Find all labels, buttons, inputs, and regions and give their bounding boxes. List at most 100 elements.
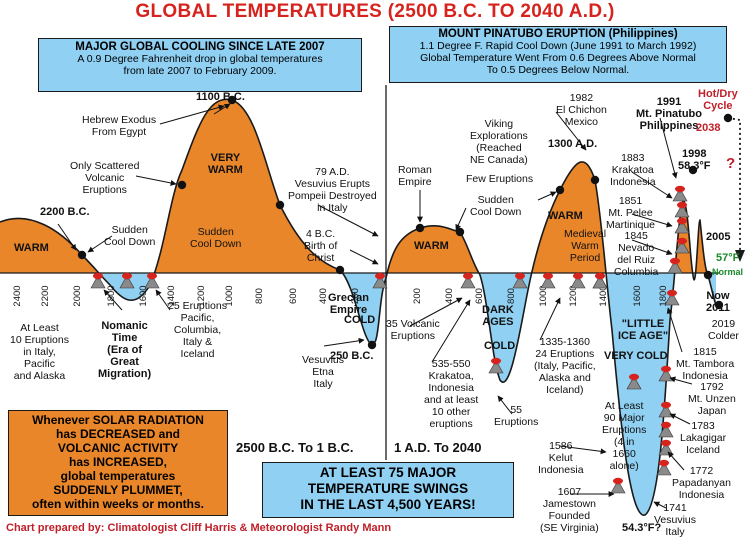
label-57f: 57°F	[716, 252, 740, 264]
volcano-marker-20	[674, 243, 690, 254]
curve-marker-7	[455, 227, 465, 237]
label-tambora: 1815 Mt. Tambora Indonesia	[676, 346, 735, 382]
annotation-arrow-1	[87, 235, 113, 253]
label-now2011: Now 2011	[706, 290, 730, 314]
curve-marker-3	[275, 200, 285, 210]
eruption-plume-10	[613, 477, 623, 485]
label-vesuv79: 79 A.D. Vesuvius Erupts Pompeii Destroye…	[288, 166, 377, 214]
x-tick-bc-1: 2200	[40, 285, 51, 306]
eruption-plume-19	[677, 217, 687, 225]
x-tick-ad-5: 1200	[568, 285, 579, 306]
label-vesuvius1741: 1741 Vesuvius Italy	[654, 502, 697, 538]
pinatubo-box-title: MOUNT PINATUBO ERUPTION (Philippines)	[438, 28, 678, 40]
eruption-plume-15	[659, 459, 669, 467]
curve-marker-4	[335, 265, 345, 275]
x-tick-ad-0: 200	[412, 288, 423, 304]
x-tick-bc-2: 2000	[72, 285, 83, 306]
pinatubo-box: MOUNT PINATUBO ERUPTION (Philippines) 1.…	[389, 26, 727, 83]
annotation-arrow-9	[537, 191, 557, 201]
label-hotdry: Hot/Dry Cycle	[698, 88, 738, 112]
chart-title: GLOBAL TEMPERATURES (2500 B.C. TO 2040 A…	[135, 1, 615, 22]
annotation-arrow-20	[539, 297, 561, 341]
label-lakagigar: 1783 Lakagigar Iceland	[680, 420, 727, 456]
solar-box-text: Whenever SOLAR RADIATION has DECREASED a…	[31, 413, 204, 511]
curve-marker-9	[590, 175, 600, 185]
volcano-marker-15	[656, 465, 672, 476]
swings-box: AT LEAST 75 MAJOR TEMPERATURE SWINGS IN …	[262, 462, 514, 518]
cooling-box: MAJOR GLOBAL COOLING SINCE LATE 2007 A 0…	[38, 38, 362, 92]
label-christ: 4 B.C. Birth of Christ	[304, 228, 338, 264]
label-1100bc: 1100 B.C.	[196, 91, 245, 103]
label-few: Few Eruptions	[466, 173, 534, 185]
label-papadanyan: 1772 Papadanyan Indonesia	[672, 465, 731, 501]
label-medieval: Medieval Warm Period	[564, 228, 607, 264]
eruption-plume-5	[515, 272, 525, 280]
cold-area	[0, 273, 716, 516]
volcano-marker-21	[667, 263, 683, 274]
eruption-plume-21	[670, 257, 680, 265]
label-krakatoa535: 535-550 Krakatoa, Indonesia and at least…	[424, 358, 479, 430]
curve-marker-10	[688, 165, 698, 175]
annotation-arrow-18	[409, 297, 463, 327]
label-2200bc: 2200 B.C.	[40, 206, 90, 218]
curve-marker-8	[555, 185, 565, 195]
annotation-arrow-10	[555, 111, 587, 151]
annotation-arrow-19	[431, 299, 471, 363]
eruption-plume-20	[677, 237, 687, 245]
label-krakatoa1883: 1883 Krakatoa Indonesia	[610, 152, 656, 188]
era-label-ad: 1 A.D. To 2040	[394, 440, 482, 455]
x-tick-ad-6: 1400	[598, 285, 609, 306]
x-axis-ticks: 2400 2200 2000 1800 1600 1400 1200 1000 800 600 40…	[12, 285, 669, 306]
volcano-marker-17	[672, 191, 688, 202]
volcano-marker-6	[540, 278, 556, 289]
label-cold2: COLD	[484, 340, 516, 352]
x-tick-bc-10: 400	[318, 288, 329, 304]
curve-marker-5	[367, 340, 377, 350]
label-nomanic: Nomanic Time (Era of Great Migration)	[98, 320, 152, 380]
annotation-arrow-11	[631, 171, 673, 199]
x-tick-bc-0: 2400	[12, 285, 23, 306]
label-warm2: WARM	[414, 240, 449, 252]
annotation-arrow-26	[667, 451, 685, 471]
label-jamestown: 1607 Jamestown Founded (SE Virginia)	[540, 486, 599, 534]
solar-box: Whenever SOLAR RADIATION has DECREASED a…	[8, 410, 228, 516]
x-tick-bc-11: 200	[350, 288, 361, 304]
curve-markers	[77, 95, 733, 350]
label-volcanic35: 35 Volcanic Eruptions	[386, 318, 440, 342]
pinatubo-box-text: 1.1 Degree F. Rapid Cool Down (June 1991…	[419, 40, 697, 76]
label-verywarm: VERY WARM	[208, 152, 243, 176]
annotation-arrow-6	[349, 249, 379, 265]
x-tick-ad-1: 400	[444, 288, 455, 304]
label-verycold: VERY COLD	[604, 350, 668, 362]
annotation-arrow-4	[213, 103, 231, 115]
cooling-box-title: MAJOR GLOBAL COOLING SINCE LATE 2007	[75, 41, 325, 53]
label-sudden1: Sudden Cool Down	[104, 224, 156, 248]
volcano-marker-13	[658, 427, 674, 438]
era-label-bc: 2500 B.C. To 1 B.C.	[236, 440, 354, 455]
volcano-marker-10	[610, 483, 626, 494]
x-tick-bc-5: 1400	[166, 285, 177, 306]
eruption-plume-17	[675, 185, 685, 193]
label-viking: Viking Explorations (Reached NE Canada)	[470, 118, 528, 166]
label-warm1: WARM	[14, 242, 49, 254]
label-roman: Roman Empire	[398, 164, 432, 188]
label-2038: 2038	[696, 122, 721, 134]
volcano-marker-5	[512, 278, 528, 289]
volcano-marker-7	[570, 278, 586, 289]
x-tick-bc-8: 800	[254, 288, 265, 304]
eruption-plume-0	[93, 272, 103, 280]
label-atleast90: At Least 90 Major Eruptions (4 in 1660 a…	[602, 400, 647, 472]
volcano-marker-16	[664, 295, 680, 306]
label-ruiz: 1845 Nevado del Ruiz Columbia	[614, 230, 659, 278]
annotation-arrow-17	[323, 337, 365, 347]
volcano-marker-4	[460, 278, 476, 289]
annotation-arrow-28	[497, 395, 513, 415]
annotation-arrow-23	[666, 307, 683, 353]
label-1998: 1998 58.3°F	[678, 148, 711, 172]
label-eruptions55: 55 Eruptions	[494, 404, 539, 428]
eruption-plume-3	[375, 272, 385, 280]
curve-marker-12	[714, 300, 724, 310]
label-grecian: Grecian Empire	[328, 292, 369, 316]
chart-credit: Chart prepared by: Climatologist Cliff H…	[6, 522, 392, 534]
